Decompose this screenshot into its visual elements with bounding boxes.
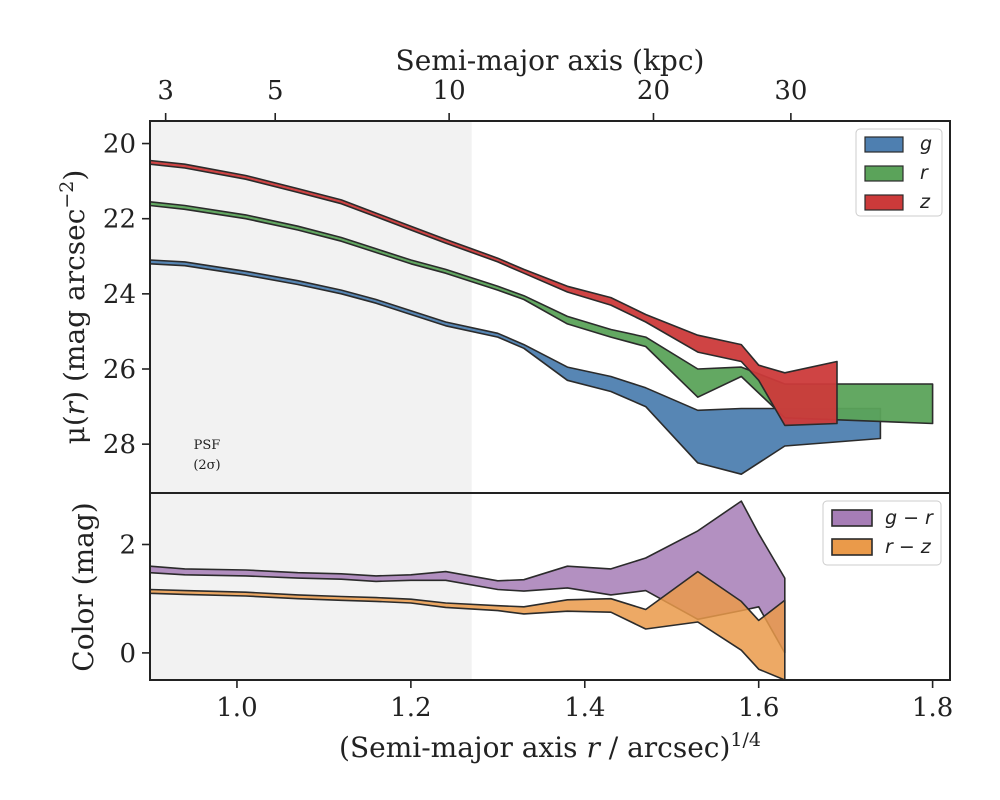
kpc-tick-label: 3 xyxy=(157,76,174,106)
surface-brightness-series-group xyxy=(149,159,934,476)
bottom-x-axis-ticks: 1.0 1.2 1.4 1.6 1.8 xyxy=(216,680,953,723)
kpc-tick-label: 20 xyxy=(637,76,670,106)
legend-swatch-g xyxy=(864,136,904,153)
legend-label-gr: g − r xyxy=(885,507,934,529)
legend-swatch-r xyxy=(864,165,904,182)
kpc-tick-label: 30 xyxy=(774,76,807,106)
legend-label-z: z xyxy=(919,191,931,213)
kpc-axis-ticks: 3 5 10 20 30 xyxy=(157,76,807,121)
bottom-y-axis-label: Color (mag) xyxy=(67,502,100,671)
psf-shaded-region xyxy=(150,121,472,493)
kpc-tick-label: 5 xyxy=(267,76,284,106)
legend-label-rz: r − z xyxy=(885,536,932,558)
bottom-legend: g − r r − z xyxy=(822,500,942,566)
bottom-x-tick-label: 1.6 xyxy=(738,693,779,723)
psf-annotation-sigma: (2σ) xyxy=(193,458,220,473)
ylabel-middle: ) (mag arcsec xyxy=(58,209,91,402)
xlabel-pre: (Semi-major axis xyxy=(339,731,586,764)
bottom-y-tick-label: 2 xyxy=(119,530,136,560)
ylabel-variable: r xyxy=(58,400,91,415)
top-axis-title: Semi-major axis (kpc) xyxy=(396,44,705,77)
top-y-tick-label: 26 xyxy=(103,355,136,385)
bottom-y-axis-ticks: 02 xyxy=(119,530,150,669)
series-band-r xyxy=(149,201,934,425)
psf-shaded-region-bottom xyxy=(150,493,472,680)
top-y-axis-label: μ(r) (mag arcsec−2) xyxy=(56,170,91,445)
top-y-tick-label: 24 xyxy=(103,280,136,310)
series-band-z xyxy=(149,159,838,427)
color-panel: 02 1.0 1.2 1.4 1.6 1.8 Color (mag) g − rr − … xyxy=(67,492,953,723)
top-legend: grz xyxy=(855,128,943,217)
ylabel-prefix: μ( xyxy=(58,415,91,444)
legend-swatch-z xyxy=(864,194,904,211)
bottom-x-tick-label: 1.2 xyxy=(390,693,431,723)
xlabel-variable: r xyxy=(586,731,601,764)
legend-label-r: r xyxy=(920,162,929,184)
xlabel-exponent: 1/4 xyxy=(730,729,761,751)
xlabel-post: / arcsec) xyxy=(600,731,731,764)
bottom-y-tick-label: 0 xyxy=(119,639,136,669)
legend-label-g: g xyxy=(920,133,932,155)
bottom-x-axis-label: (Semi-major axis r / arcsec)1/4 xyxy=(339,729,761,764)
legend-swatch-rz xyxy=(831,538,873,556)
bottom-panel-frame xyxy=(149,492,951,681)
bottom-x-tick-label: 1.4 xyxy=(564,693,605,723)
kpc-tick-label: 10 xyxy=(433,76,466,106)
top-y-tick-label: 20 xyxy=(103,130,136,160)
ylabel-suffix: ) xyxy=(58,170,91,181)
legend-swatch-gr xyxy=(831,509,873,527)
bottom-x-tick-label: 1.0 xyxy=(216,693,257,723)
series-band-g xyxy=(149,259,882,476)
ylabel-exponent: −2 xyxy=(56,181,78,209)
top-y-axis-ticks: 20 22 24 26 28 xyxy=(103,130,150,460)
bottom-x-tick-label: 1.8 xyxy=(912,693,953,723)
top-y-tick-label: 28 xyxy=(103,430,136,460)
psf-annotation: PSF xyxy=(194,438,221,453)
top-y-tick-label: 22 xyxy=(103,205,136,235)
